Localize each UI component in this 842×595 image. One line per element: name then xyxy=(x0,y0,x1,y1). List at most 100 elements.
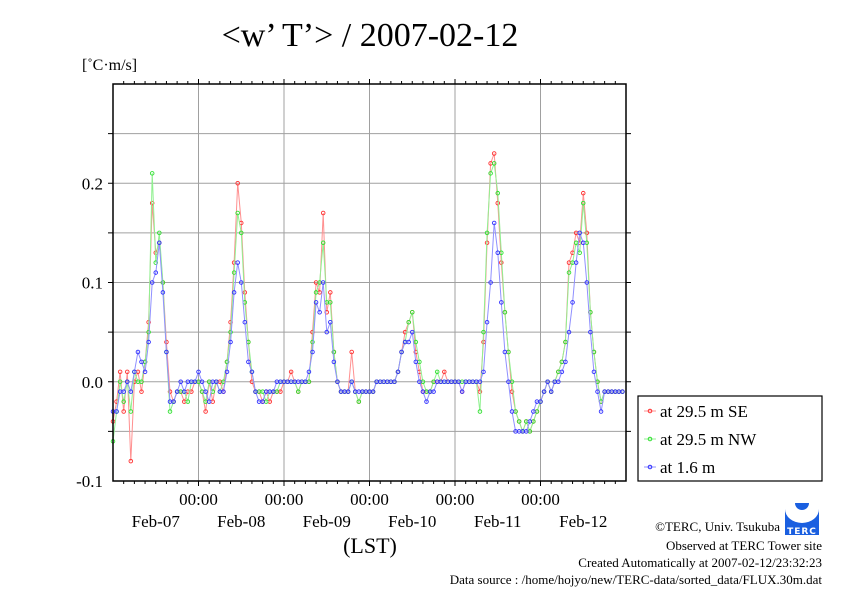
data-point xyxy=(221,389,226,394)
copyright-text: ©TERC, Univ. Tsukuba xyxy=(655,519,780,534)
series-1 xyxy=(110,161,625,444)
data-point xyxy=(573,240,579,246)
data-point xyxy=(306,369,312,375)
data-point xyxy=(121,389,126,394)
data-point xyxy=(442,369,447,375)
data-point xyxy=(242,319,248,325)
data-point xyxy=(235,210,240,216)
data-point xyxy=(164,349,169,355)
x-day-label: Feb-08 xyxy=(217,512,265,531)
data-point xyxy=(370,389,376,394)
data-point xyxy=(545,379,550,385)
legend-marker xyxy=(647,408,653,414)
data-point xyxy=(128,389,134,394)
data-point xyxy=(559,369,565,375)
axis-ticks: 00:00 00:00 00:00 00:00 00:00 Feb-07 Feb-08 Feb… xyxy=(76,79,631,531)
data-point xyxy=(310,339,315,345)
data-point xyxy=(303,379,308,385)
data-point xyxy=(584,280,590,285)
data-point xyxy=(570,300,575,305)
data-point xyxy=(231,270,237,275)
series-2 xyxy=(110,220,625,434)
observed-text: Observed at TERC Tower site xyxy=(666,538,822,553)
x-day-label: Feb-11 xyxy=(474,512,522,531)
series-layer xyxy=(110,151,625,464)
data-point xyxy=(149,280,155,285)
data-point xyxy=(117,369,123,375)
data-point xyxy=(399,349,404,355)
data-point xyxy=(573,260,579,265)
data-point xyxy=(167,409,173,414)
data-point xyxy=(214,379,219,385)
data-point xyxy=(157,230,162,236)
data-point xyxy=(502,349,508,355)
data-point xyxy=(581,190,586,196)
data-point xyxy=(477,389,483,394)
data-point xyxy=(203,409,208,414)
grid xyxy=(113,84,626,481)
x-day-label: Feb-10 xyxy=(388,512,436,531)
x-day-label: Feb-09 xyxy=(303,512,351,531)
data-point xyxy=(235,260,240,265)
data-point xyxy=(502,310,508,315)
series-line xyxy=(112,163,623,442)
data-point xyxy=(331,349,337,355)
chart-title: <w’ T’> / 2007-02-12 xyxy=(222,17,519,54)
data-point xyxy=(577,250,582,255)
data-point xyxy=(153,270,158,275)
data-point xyxy=(320,280,326,285)
data-point xyxy=(481,369,486,375)
legend-marker xyxy=(647,436,653,442)
data-point xyxy=(588,329,593,335)
data-point xyxy=(224,369,230,375)
data-point xyxy=(224,359,230,365)
data-point xyxy=(527,419,533,424)
data-point xyxy=(420,389,426,394)
data-point xyxy=(253,389,258,394)
legend: at 29.5 m SE at 29.5 m NW at 1.6 m xyxy=(637,395,823,482)
x-time-label: 00:00 xyxy=(436,490,475,509)
data-point xyxy=(349,349,354,355)
data-point xyxy=(153,260,158,265)
data-point xyxy=(124,379,130,385)
data-point xyxy=(410,329,415,335)
data-point xyxy=(160,290,166,295)
y-axis-unit: [˚C·m/s] xyxy=(82,57,137,74)
data-point xyxy=(149,200,155,206)
data-point xyxy=(328,300,333,305)
data-point xyxy=(228,329,233,335)
data-point xyxy=(231,290,237,295)
y-tick-label: 0.0 xyxy=(82,373,103,392)
legend-box xyxy=(637,395,823,482)
data-point xyxy=(203,389,208,394)
data-point xyxy=(509,409,515,414)
data-point xyxy=(477,379,483,385)
legend-label: at 29.5 m NW xyxy=(660,430,757,449)
data-point xyxy=(146,339,151,345)
data-point xyxy=(142,369,148,375)
data-point xyxy=(406,339,411,345)
data-point xyxy=(595,389,600,394)
x-time-label: 00:00 xyxy=(521,490,560,509)
data-point xyxy=(495,250,501,255)
data-source-text: Data source : /home/hojyo/new/TERC-data/… xyxy=(450,572,823,587)
y-tick-label: -0.1 xyxy=(76,472,103,491)
data-point xyxy=(499,300,504,305)
legend-item: at 29.5 m SE xyxy=(644,402,748,421)
data-point xyxy=(413,359,419,365)
data-point xyxy=(260,399,265,404)
data-point xyxy=(128,458,134,464)
created-text: Created Automatically at 2007-02-12/23:3… xyxy=(578,555,822,570)
data-point xyxy=(296,389,301,394)
data-point xyxy=(459,389,465,394)
legend-item: at 29.5 m NW xyxy=(644,430,757,449)
data-point xyxy=(548,389,554,394)
data-point xyxy=(328,290,333,295)
data-point xyxy=(160,280,166,285)
data-point xyxy=(591,369,597,375)
y-tick-label: 0.2 xyxy=(82,174,103,193)
data-point xyxy=(456,379,461,385)
data-point xyxy=(563,339,568,345)
x-time-label: 00:00 xyxy=(350,490,389,509)
